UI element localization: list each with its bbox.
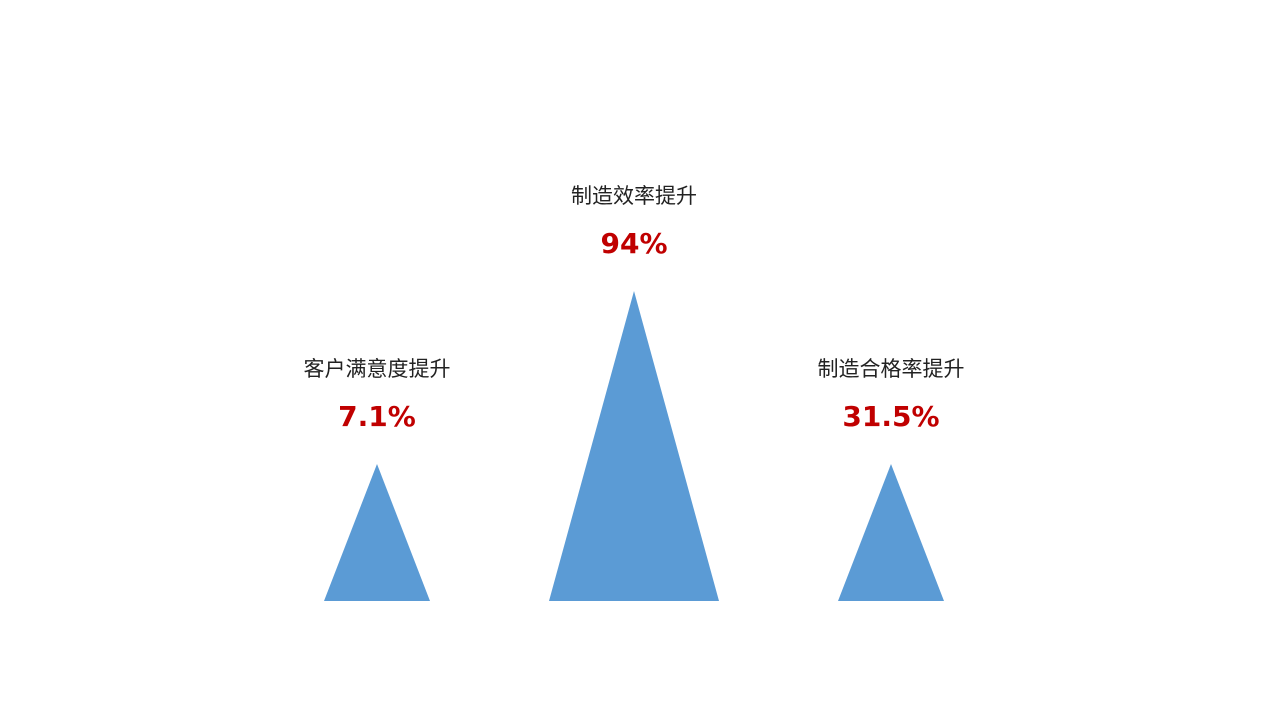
bar-group-1: 制造效率提升 94% [549,184,719,601]
triangle-bar-manufacturing-efficiency [549,291,719,601]
value-label-yield-rate: 31.5% [842,400,939,433]
category-label-customer-satisfaction: 客户满意度提升 [304,357,451,381]
value-label-customer-satisfaction: 7.1% [338,400,416,433]
bar-group-2: 制造合格率提升 31.5% [818,357,965,601]
category-label-manufacturing-efficiency: 制造效率提升 [571,184,697,208]
triangle-bar-customer-satisfaction [324,464,430,601]
value-label-manufacturing-efficiency: 94% [600,227,667,260]
triangle-bar-yield-rate [838,464,944,601]
bar-group-0: 客户满意度提升 7.1% [304,357,451,601]
category-label-yield-rate: 制造合格率提升 [818,357,965,381]
